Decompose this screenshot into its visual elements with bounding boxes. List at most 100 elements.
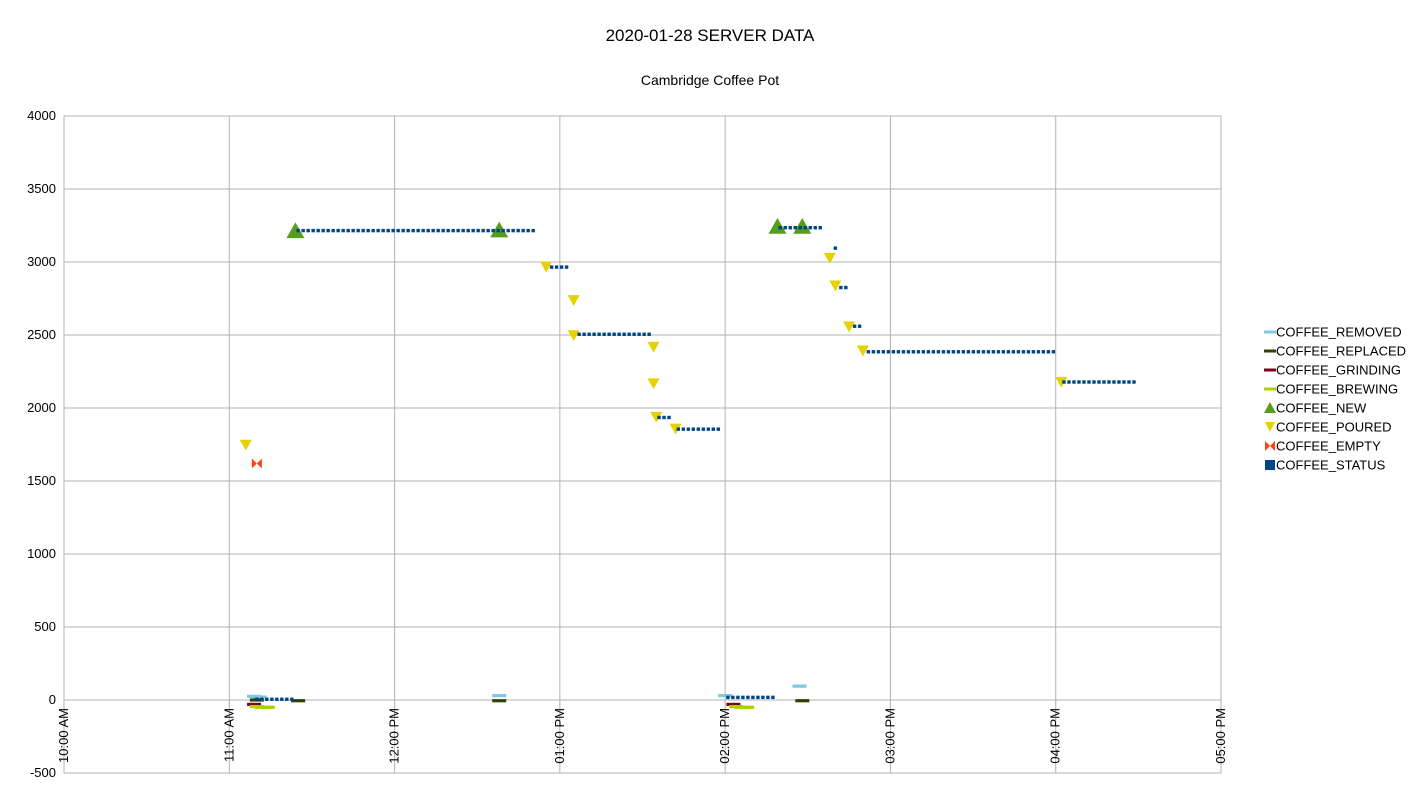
coffee-status-point [446, 228, 450, 233]
legend-item-coffee-removed: COFFEE_REMOVED [1264, 325, 1402, 340]
coffee-status-point [667, 415, 671, 420]
coffee-poured-point [823, 252, 836, 264]
coffee-empty-point [256, 458, 262, 469]
legend-label: COFFEE_STATUS [1276, 458, 1386, 473]
coffee-status-point [798, 225, 802, 230]
coffee-status-point [280, 697, 284, 701]
coffee-new-point [793, 217, 812, 234]
coffee-poured-point [567, 295, 580, 306]
y-tick-label: 3500 [27, 181, 56, 196]
coffee-status-point [746, 695, 750, 700]
coffee-poured-point [647, 341, 660, 353]
coffee-status-point [783, 225, 787, 230]
coffee-status-point [306, 228, 310, 233]
coffee-status-point [326, 228, 330, 233]
coffee-status-point [381, 228, 385, 233]
coffee-status-point [346, 228, 350, 233]
legend-item-coffee-grinding: COFFEE_GRINDING [1264, 363, 1401, 378]
coffee-status-point [356, 228, 360, 233]
coffee-status-point [986, 350, 991, 354]
legend-swatch [1264, 349, 1276, 353]
coffee-status-point [617, 332, 621, 336]
legend-item-coffee-status: COFFEE_STATUS [1265, 458, 1386, 473]
coffee-status-point [1016, 350, 1021, 354]
coffee-status-point [396, 228, 400, 233]
legend-label: COFFEE_EMPTY [1276, 439, 1381, 454]
plot-area [239, 217, 1136, 709]
coffee-status-point [766, 695, 770, 700]
coffee-new-point [286, 222, 305, 239]
plot-border [63, 115, 1222, 774]
x-tick-label: 03:00 PM [882, 708, 897, 764]
coffee-status-point [391, 228, 395, 233]
coffee-poured-point [650, 411, 663, 423]
coffee-status-point [1062, 380, 1066, 384]
coffee-grinding-point [726, 702, 741, 706]
coffee-removed-point [252, 695, 267, 699]
coffee-status-point [436, 228, 440, 233]
x-tick-label: 01:00 PM [552, 708, 567, 764]
legend-label: COFFEE_BREWING [1276, 382, 1398, 397]
coffee-status-point [839, 285, 843, 290]
coffee-status-point [976, 350, 981, 354]
coffee-status-point [756, 695, 760, 700]
x-axis: 10:00 AM 11:00 AM 12:00 PM 01:00 PM 02:00 PM… [56, 708, 1228, 764]
coffee-status-point [1112, 380, 1116, 384]
coffee-status-point [637, 332, 641, 336]
coffee-status-point [916, 350, 921, 354]
coffee-status-point [597, 332, 601, 336]
coffee-status-point [331, 228, 335, 233]
coffee-status-point [741, 695, 745, 700]
coffee-status-point [275, 697, 279, 701]
coffee-status-point [1067, 380, 1071, 384]
legend-swatch [1270, 441, 1275, 451]
y-tick-label: 500 [34, 619, 56, 634]
coffee-status-point [951, 350, 956, 354]
x-tick-label: 12:00 PM [387, 708, 402, 764]
coffee-status-point [416, 228, 420, 233]
coffee-poured-point [647, 378, 660, 390]
legend-item-coffee-poured: COFFEE_POURED [1265, 420, 1392, 435]
y-tick-label: 2000 [27, 400, 56, 415]
coffee-status-point [871, 350, 876, 354]
coffee-status-point [301, 228, 305, 233]
coffee-poured-point [1055, 376, 1068, 388]
legend-swatch [1265, 422, 1275, 432]
coffee-status-point [577, 332, 581, 336]
coffee-status-point [844, 285, 848, 290]
coffee-status-point [657, 415, 661, 420]
coffee-status-point [731, 695, 735, 700]
coffee-status-point [506, 228, 510, 233]
x-tick-label: 05:00 PM [1213, 708, 1228, 764]
coffee-status-point [516, 228, 520, 233]
coffee-status-point [771, 695, 775, 700]
coffee-status-point [1026, 350, 1031, 354]
coffee-status-point [406, 228, 410, 233]
coffee-status-point [401, 228, 405, 233]
x-tick-label: 02:00 PM [717, 708, 732, 764]
coffee-status-point [270, 697, 274, 701]
coffee-status-point [1051, 350, 1056, 354]
coffee-status-point [946, 350, 951, 354]
coffee-status-point [341, 228, 345, 233]
coffee-removed-point [792, 684, 807, 688]
coffee-removed-point [718, 694, 733, 698]
coffee-new-point [768, 217, 787, 234]
coffee-status-point [701, 427, 706, 431]
coffee-status-point [881, 350, 886, 354]
coffee-status-point [1021, 350, 1026, 354]
coffee-status-point [1087, 380, 1091, 384]
legend: COFFEE_REMOVED COFFEE_REPLACED COFFEE_GRIN… [1264, 325, 1406, 473]
coffee-poured-point [239, 439, 252, 451]
y-tick-label: -500 [30, 765, 56, 780]
coffee-status-point [662, 415, 666, 420]
legend-swatch [1265, 460, 1275, 470]
y-tick-label: 0 [49, 692, 56, 707]
coffee-status-point [1077, 380, 1081, 384]
coffee-status-point [376, 228, 380, 233]
legend-label: COFFEE_NEW [1276, 401, 1367, 416]
coffee-status-point [602, 332, 606, 336]
legend-item-coffee-brewing: COFFEE_BREWING [1264, 382, 1398, 397]
coffee-status-series [255, 225, 1136, 701]
coffee-poured-point [843, 321, 856, 333]
